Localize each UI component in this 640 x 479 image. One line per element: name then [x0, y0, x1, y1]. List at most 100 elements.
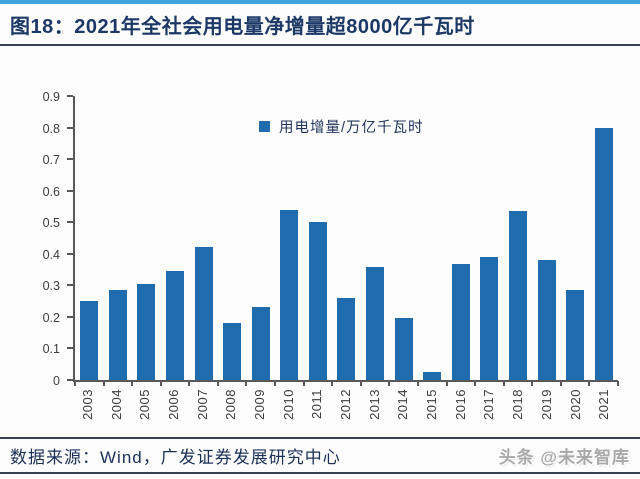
bar-2019 [537, 260, 556, 380]
bar-slot-2006 [161, 96, 190, 380]
x-label-2011: 2011 [309, 389, 325, 419]
bar-slot-2011 [304, 96, 333, 380]
bar-slot-2015 [418, 96, 447, 380]
x-axis-tick [474, 381, 477, 386]
bar-slot-2020 [561, 96, 590, 380]
y-tick-label: 0.6 [42, 184, 60, 199]
y-axis-tick [67, 252, 73, 255]
y-axis-tick [67, 347, 73, 350]
y-axis-tick [67, 158, 73, 161]
x-axis-tick [131, 381, 134, 386]
bar-2014 [394, 317, 413, 380]
x-axis-tick [531, 381, 534, 386]
x-axis-tick [588, 381, 591, 386]
x-axis-tick [331, 381, 334, 386]
bar-slot-2014 [389, 96, 418, 380]
y-tick-label: 0 [53, 374, 60, 388]
y-axis-tick [67, 284, 73, 287]
data-source: 数据来源：Wind，广发证券发展研究中心 [10, 448, 341, 467]
bar-slot-2017 [475, 96, 504, 380]
bar-slot-2019 [532, 96, 561, 380]
x-axis-tick [245, 381, 248, 386]
bar-slot-2003 [75, 96, 104, 380]
x-label-2003: 2003 [79, 389, 95, 420]
x-axis-tick [502, 381, 505, 386]
bar-slot-2004 [104, 96, 133, 380]
x-label-2005: 2005 [137, 389, 153, 420]
x-label-2006: 2006 [165, 389, 181, 420]
bar-2017 [480, 256, 499, 380]
x-axis-tick [74, 381, 76, 386]
bar-slot-2005 [132, 96, 161, 380]
x-axis-tick [445, 381, 448, 386]
y-tick-label: 0.4 [42, 247, 60, 262]
x-axis-tick [416, 381, 419, 386]
watermark: 头条 @未来智库 [498, 448, 630, 467]
y-axis-tick [67, 379, 73, 381]
y-axis-tick [67, 126, 73, 129]
bar-2012 [337, 297, 356, 380]
x-label-2021: 2021 [596, 389, 612, 420]
bar-slot-2008 [218, 96, 247, 380]
bar-2006 [166, 271, 185, 380]
bar-slot-2010 [275, 96, 304, 380]
bar-2011 [308, 222, 327, 380]
bar-slot-2013 [361, 96, 390, 380]
x-axis-tick [302, 381, 305, 386]
x-label-2012: 2012 [338, 389, 354, 420]
x-label-2008: 2008 [223, 389, 239, 420]
y-tick-label: 0.2 [42, 310, 60, 325]
x-label-2017: 2017 [481, 389, 497, 420]
x-axis-tick [159, 381, 162, 386]
bar-slot-2018 [504, 96, 533, 380]
bar-2020 [566, 290, 585, 380]
x-label-2013: 2013 [366, 389, 382, 420]
plot-area [73, 96, 619, 386]
x-axis-tick [388, 381, 391, 386]
y-tick-label: 0.5 [42, 216, 60, 231]
x-axis-tick [102, 381, 105, 386]
bar-2009 [251, 306, 270, 380]
bar-2008 [223, 323, 242, 380]
y-axis-tick [67, 221, 73, 224]
x-label-2015: 2015 [424, 389, 440, 420]
x-axis-tick [359, 381, 362, 386]
y-tick-label: 0.1 [42, 342, 60, 357]
figure-title: 图18：2021年全社会用电量净增量超8000亿千瓦时 [10, 15, 475, 38]
bar-slot-2016 [447, 96, 476, 380]
y-tick-label: 0.7 [42, 153, 60, 168]
x-label-2019: 2019 [538, 389, 554, 420]
x-axis-tick [559, 381, 562, 386]
bar-slot-2009 [246, 96, 275, 380]
x-axis-tick [188, 381, 191, 386]
y-axis-tick [67, 189, 73, 192]
x-axis-tick [617, 381, 619, 386]
bar-2018 [508, 211, 527, 380]
bar-2015 [423, 372, 442, 380]
x-label-2020: 2020 [567, 389, 583, 420]
y-tick-label: 0.8 [42, 121, 60, 136]
x-label-2018: 2018 [510, 389, 526, 420]
figure-header: 图18：2021年全社会用电量净增量超8000亿千瓦时 [0, 0, 640, 46]
bar-2005 [137, 284, 156, 380]
bar-slot-2012 [332, 96, 361, 380]
chart-legend: 用电增量/万亿千瓦时 [259, 116, 424, 137]
x-axis-tick [216, 381, 219, 386]
x-label-2004: 2004 [108, 389, 124, 420]
bar-2007 [194, 247, 213, 380]
x-label-2009: 2009 [251, 389, 267, 420]
x-label-2016: 2016 [452, 389, 468, 420]
y-tick-label: 0.3 [42, 279, 60, 294]
bar-2021 [594, 127, 613, 380]
bar-2003 [80, 301, 99, 380]
bar-slot-2021 [589, 96, 618, 380]
x-label-2014: 2014 [395, 389, 411, 420]
legend-label: 用电增量/万亿千瓦时 [279, 120, 424, 136]
y-axis-tick [67, 315, 73, 318]
bar-slot-2007 [189, 96, 218, 380]
legend-swatch-icon [259, 121, 270, 132]
bar-2013 [366, 267, 385, 380]
x-axis-tick [274, 381, 277, 386]
x-axis-labels: 2003 2004 2005 2006 2007 2008 2009 2010 2011 2012… [73, 389, 618, 435]
